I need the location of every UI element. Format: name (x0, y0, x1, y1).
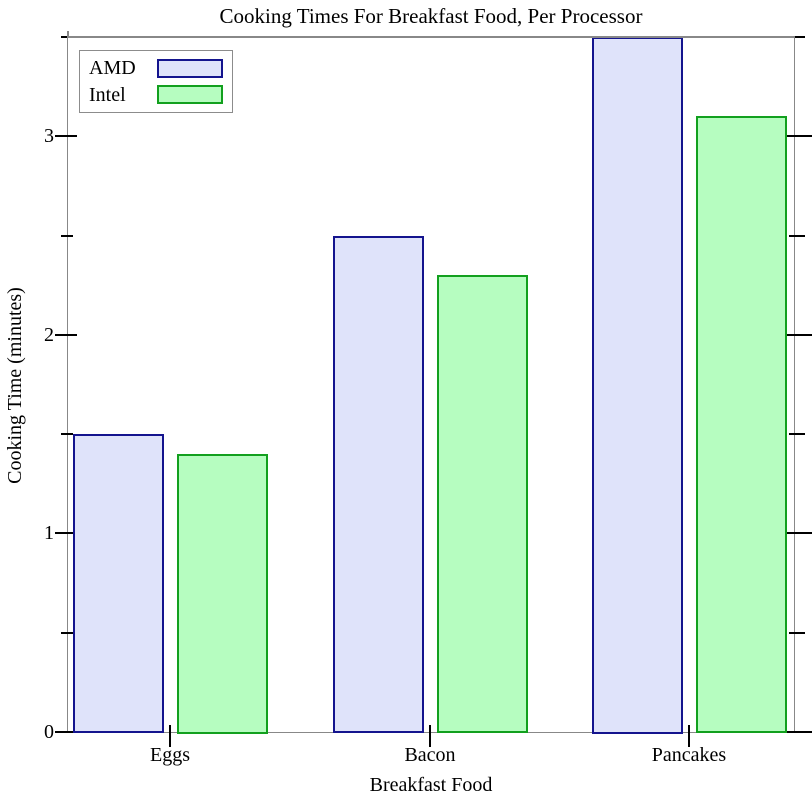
bar-intel-eggs (176, 454, 268, 734)
bar-intel-pancakes (695, 116, 787, 734)
x-category-label: Pancakes (651, 744, 727, 766)
chart-title: Cooking Times For Breakfast Food, Per Pr… (219, 4, 643, 28)
x-category-label: Bacon (404, 744, 456, 766)
bar-amd-bacon (332, 235, 424, 734)
y-tick-label: 2 (44, 323, 54, 346)
plot-top-border (67, 36, 795, 38)
y-major-tick (785, 333, 812, 336)
y-major-tick (55, 135, 77, 138)
bar-intel-bacon (436, 275, 528, 734)
y-major-tick (55, 333, 77, 336)
y-tick-label: 3 (44, 125, 54, 148)
legend-swatch (157, 58, 223, 78)
x-tick (688, 725, 690, 747)
y-minor-tick (61, 433, 73, 436)
x-axis-label: Breakfast Food (369, 774, 493, 796)
y-minor-tick (61, 631, 73, 634)
legend-swatch (157, 85, 223, 105)
bar-amd-pancakes (591, 37, 683, 734)
y-minor-tick (789, 433, 805, 436)
x-category-label: Eggs (150, 744, 190, 766)
bar-amd-eggs (72, 434, 164, 734)
legend-label: AMD (89, 57, 136, 80)
y-major-tick (785, 731, 812, 733)
x-tick (169, 725, 171, 747)
legend-item-amd: AMD (89, 57, 223, 79)
legend-item-intel: Intel (89, 84, 223, 106)
legend-label: Intel (89, 83, 126, 106)
y-tick-label: 1 (44, 522, 54, 545)
y-major-tick (55, 532, 77, 535)
y-axis-label-text: Cooking Time (minutes) (3, 286, 26, 484)
y-major-tick (55, 731, 77, 733)
y-minor-tick (61, 234, 73, 237)
y-minor-tick (789, 234, 805, 237)
y-tick-label: 0 (44, 721, 54, 743)
legend: AMD Intel (79, 50, 233, 113)
y-minor-tick (789, 36, 805, 38)
y-axis-label: Cooking Time (minutes) (2, 250, 28, 520)
axis-overshoot (67, 31, 69, 37)
y-major-tick (785, 532, 812, 535)
y-minor-tick (789, 631, 805, 634)
y-major-tick (785, 135, 812, 138)
x-tick (429, 725, 431, 747)
